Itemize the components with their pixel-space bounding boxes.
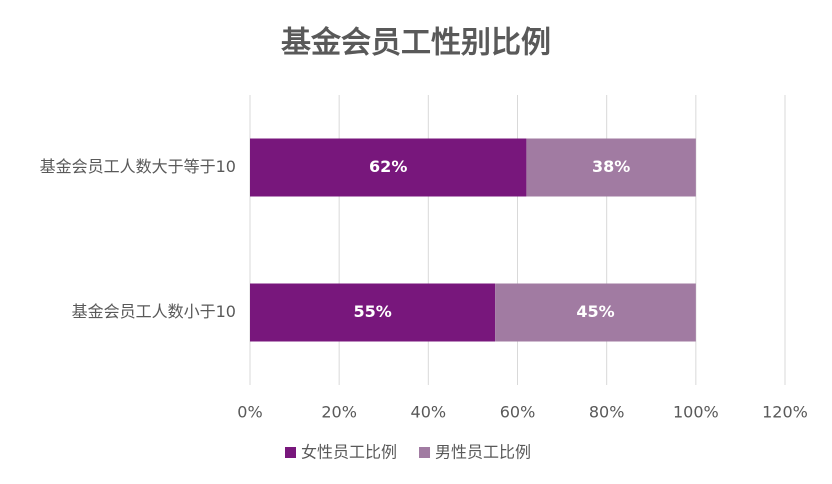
bar (250, 138, 527, 197)
data-label: 55% (353, 302, 391, 321)
x-tick-label: 120% (762, 403, 808, 422)
legend-swatch (285, 447, 296, 458)
chart-title: 基金会员工性别比例 (281, 26, 551, 61)
legend-label: 女性员工比例 (301, 443, 397, 462)
x-tick-label: 0% (237, 403, 262, 422)
bar (495, 283, 696, 342)
bar (526, 138, 696, 197)
y-tick-label: 基金会员工人数大于等于10 (40, 157, 236, 176)
data-label: 38% (592, 157, 630, 176)
legend-swatch (419, 447, 431, 458)
x-tick-label: 20% (321, 403, 357, 422)
legend-label: 男性员工比例 (435, 443, 531, 462)
x-tick-label: 100% (673, 403, 719, 422)
x-tick-label: 40% (411, 403, 447, 422)
data-label: 62% (369, 157, 407, 176)
x-tick-label: 80% (589, 403, 625, 422)
y-tick-label: 基金会员工人数小于10 (72, 302, 236, 321)
bar (250, 283, 496, 342)
data-label: 45% (576, 302, 614, 321)
x-tick-label: 60% (500, 403, 536, 422)
